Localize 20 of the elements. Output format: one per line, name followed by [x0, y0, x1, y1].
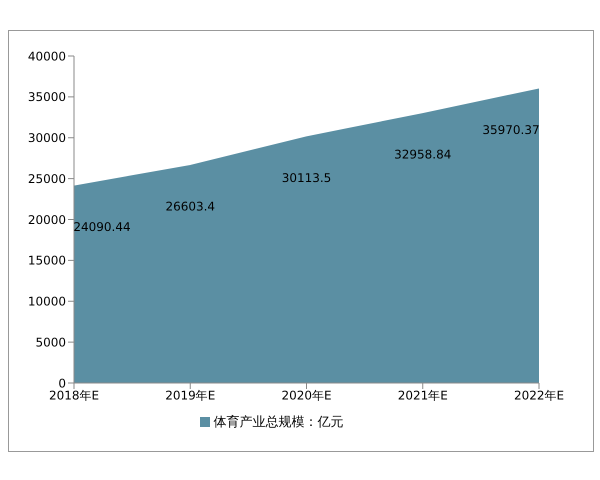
data-label: 32958.84 [394, 148, 452, 162]
x-tick-label: 2018年E [48, 388, 100, 403]
y-tick-label: 35000 [28, 90, 66, 104]
x-tick-label: 2019年E [165, 388, 216, 403]
y-tick-label: 20000 [28, 212, 66, 227]
data-label: 24090.44 [73, 220, 131, 234]
y-tick-label: 40000 [28, 49, 66, 64]
y-tick-label: 0 [58, 376, 66, 390]
x-tick-label: 2020年E [281, 388, 332, 403]
y-tick-label: 5000 [35, 335, 66, 350]
data-label: 30113.5 [282, 170, 332, 185]
y-tick-label: 30000 [28, 131, 66, 146]
y-tick-label: 10000 [28, 294, 66, 309]
legend-label: 体育产业总规模：亿元 [214, 415, 344, 430]
data-label: 35970.37 [482, 122, 540, 137]
y-tick-label: 25000 [28, 172, 66, 186]
x-tick-label: 2022年E [514, 388, 564, 403]
data-label: 26603.4 [165, 200, 216, 214]
x-tick-label: 2021年E [398, 388, 448, 403]
y-tick-label: 15000 [28, 254, 66, 268]
